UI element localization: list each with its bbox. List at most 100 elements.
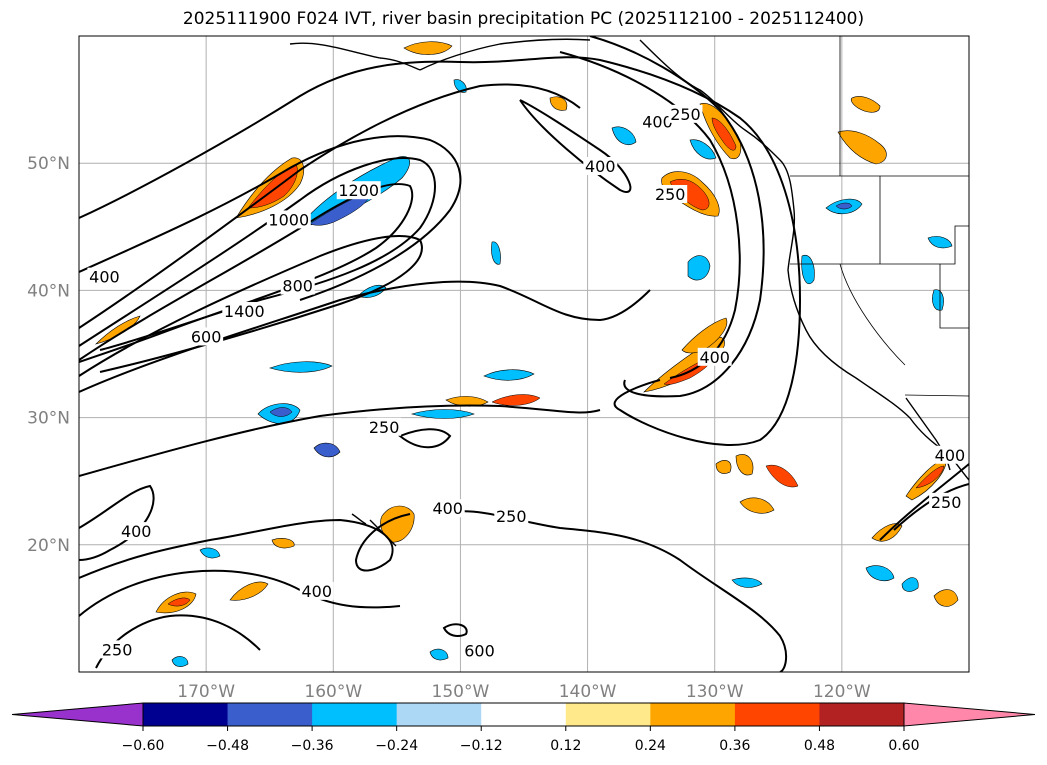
anomaly-patch — [453, 79, 467, 93]
contour-label: 1000 — [268, 210, 309, 229]
anomaly-patch — [491, 241, 501, 265]
contour-label: 400 — [935, 446, 966, 465]
anomaly-patch — [199, 547, 221, 559]
lon-tick-label: 130°W — [686, 682, 744, 702]
colorbar-tick-label: −0.24 — [375, 738, 418, 754]
political-borders — [790, 36, 969, 397]
anomaly-patch — [171, 656, 189, 667]
anomaly-patch — [403, 41, 453, 55]
contour-line — [79, 513, 411, 579]
contour-label: 250 — [496, 507, 527, 526]
longitude-labels: 170°W 160°W 150°W 140°W 130°W 120°W — [177, 682, 871, 702]
anomaly-patch — [927, 236, 953, 249]
anomaly-patch — [313, 442, 341, 458]
contour-label-bg — [583, 157, 618, 176]
contour-label-bg — [119, 522, 154, 541]
contour-label: 400 — [121, 522, 152, 541]
anomaly-patch — [549, 96, 568, 111]
anomaly-patch — [865, 565, 895, 581]
anomaly-patch — [837, 130, 887, 165]
contour-label-bg — [87, 267, 122, 286]
lon-tick-label: 160°W — [304, 682, 362, 702]
contour-label-bg — [280, 276, 315, 295]
lat-tick-label: 40°N — [27, 281, 70, 301]
contour-label-bg — [653, 185, 688, 203]
colorbar-frame — [142, 702, 905, 727]
contour-label-bg — [367, 417, 402, 436]
lon-tick-label: 120°W — [813, 682, 871, 702]
coastlines — [289, 38, 969, 547]
contour-line — [442, 623, 468, 637]
contour-label: 250 — [102, 640, 133, 659]
anomaly-patch — [850, 96, 881, 113]
contour-label: 1200 — [338, 181, 379, 200]
colorbar-segment — [481, 703, 567, 726]
contour-label: 600 — [191, 327, 222, 346]
anomaly-patch — [835, 202, 853, 210]
contour-line — [79, 234, 423, 377]
contour-line — [879, 463, 969, 541]
colorbar-segment — [396, 703, 482, 726]
colorbar-tick-label: −0.48 — [206, 738, 249, 754]
coastline-hawaii — [351, 513, 397, 547]
anomaly-patch — [229, 581, 269, 601]
lon-tick-label: 150°W — [432, 682, 490, 702]
contour-line — [398, 428, 452, 449]
anomaly-patch — [429, 648, 449, 661]
contour-label-bg — [222, 302, 267, 321]
colorbar-segment — [650, 703, 736, 726]
contour-label-bg — [668, 104, 703, 123]
colorbar-extend-min — [11, 702, 144, 727]
colorbar-tick-label: 0.36 — [719, 738, 750, 754]
coastline-north-america — [639, 39, 969, 481]
anomaly-patch — [765, 464, 799, 488]
contour-label-bg — [932, 445, 967, 464]
anomaly-patch — [269, 361, 333, 373]
contour-label: 250 — [655, 185, 686, 204]
contour-label-bg — [929, 492, 964, 511]
anomaly-patch — [715, 460, 732, 474]
precipitation-anomaly-shading — [94, 41, 959, 667]
anomaly-patch — [681, 317, 728, 354]
colorbar-segment — [734, 703, 820, 726]
anomaly-patch — [483, 369, 535, 381]
anomaly-patch — [247, 163, 298, 209]
contour-label-bg — [462, 641, 497, 660]
map-title: 2025111900 F024 IVT, river basin precipi… — [182, 9, 865, 29]
colorbar-segment — [312, 703, 398, 726]
contour-line — [79, 484, 155, 561]
contour-line — [79, 183, 414, 363]
contour-label: 250 — [369, 418, 400, 437]
lat-tick-label: 30°N — [27, 409, 70, 429]
border-state — [939, 264, 969, 329]
contour-label: 400 — [432, 499, 463, 518]
colorbar-tick-label: 0.60 — [888, 738, 919, 754]
colorbar-segment — [143, 703, 229, 726]
contour-label: 400 — [642, 112, 673, 131]
anomaly-patch — [410, 409, 475, 419]
colorbar-tick-label: 0.12 — [550, 738, 581, 754]
anomaly-patch — [689, 139, 717, 160]
colorbar-tick-label: −0.36 — [291, 738, 334, 754]
colorbar-extend-max — [903, 702, 1036, 727]
border-state — [839, 263, 906, 366]
contour-line — [79, 56, 802, 446]
lon-tick-label: 140°W — [559, 682, 617, 702]
anomaly-patch — [271, 538, 295, 549]
plot-frame — [78, 35, 970, 673]
anomaly-patch — [711, 117, 737, 151]
contour-label-bg — [494, 506, 529, 525]
contour-label: 1400 — [224, 302, 265, 321]
contour-label-bg — [189, 327, 224, 346]
border-us-mexico — [904, 394, 969, 397]
lat-tick-label: 20°N — [27, 536, 70, 556]
anomaly-patch — [933, 589, 959, 607]
lat-tick-label: 50°N — [27, 154, 70, 174]
contour-label: 600 — [464, 642, 495, 661]
plot-area — [79, 36, 969, 672]
contour-label: 400 — [301, 582, 332, 601]
anomaly-patch — [735, 454, 754, 476]
contour-label: 250 — [670, 105, 701, 124]
colorbar-segment — [819, 703, 905, 726]
